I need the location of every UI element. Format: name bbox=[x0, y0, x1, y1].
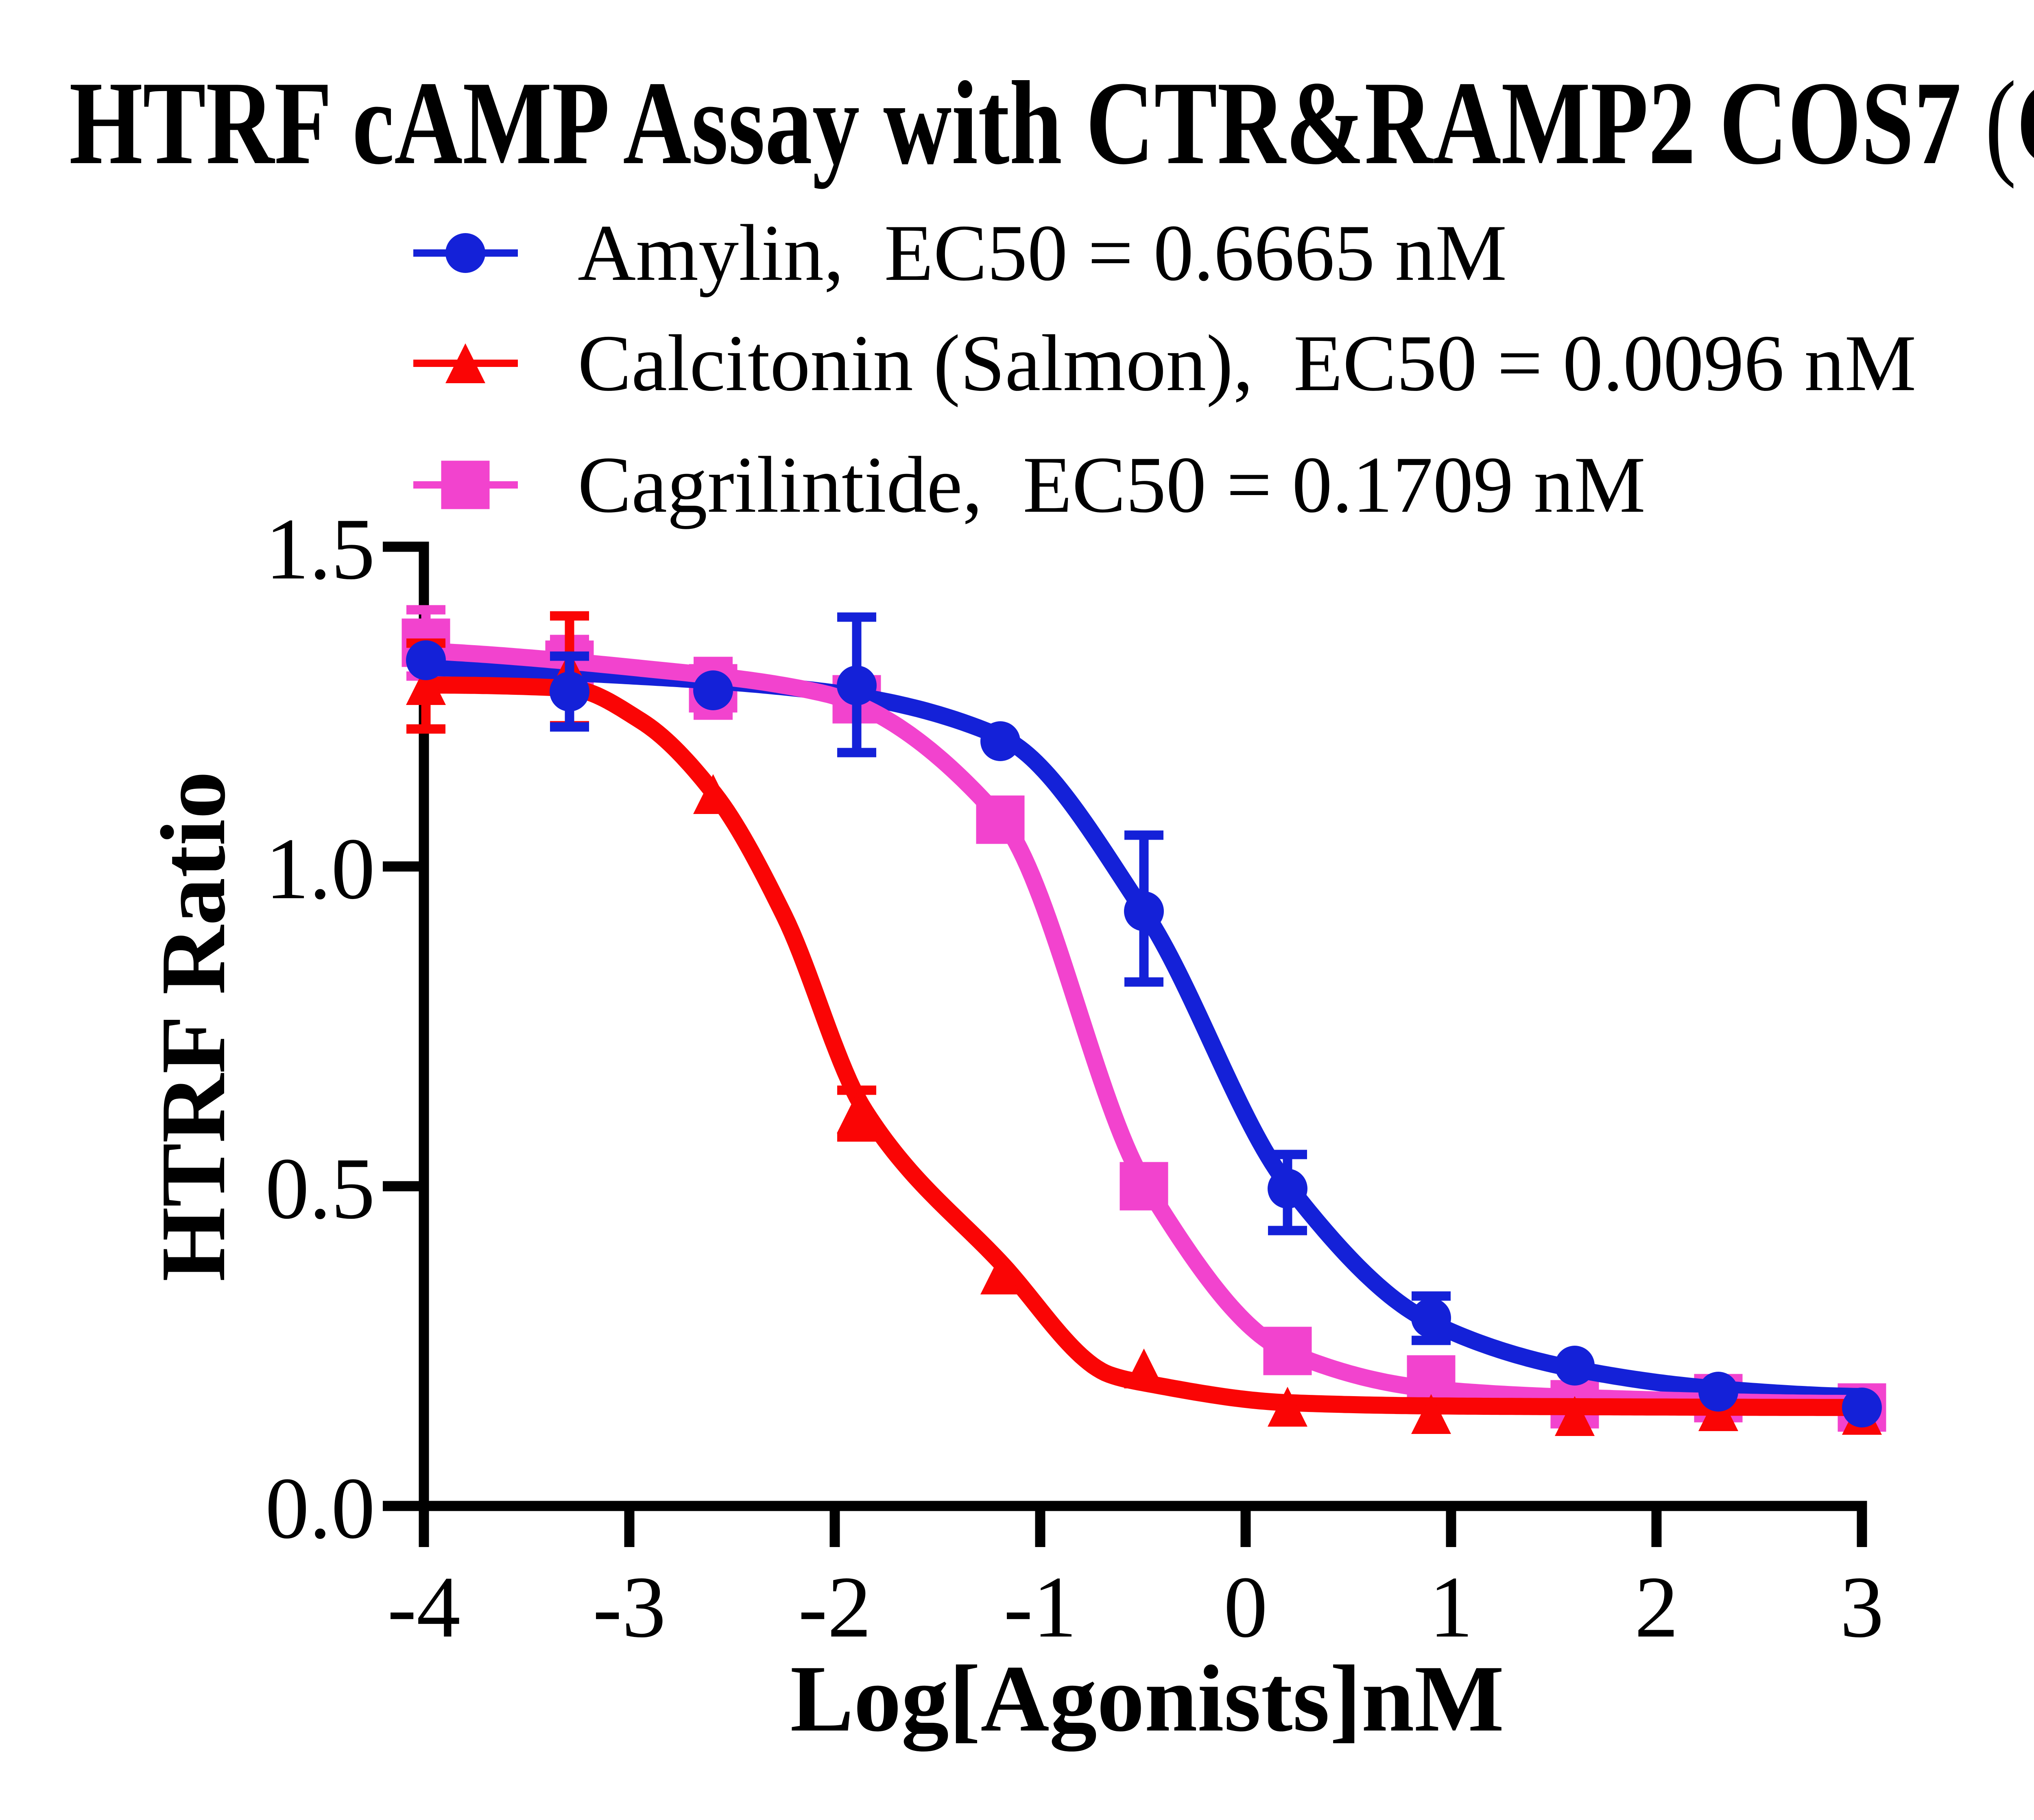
svg-text:-4: -4 bbox=[387, 1558, 460, 1656]
svg-text:0.5: 0.5 bbox=[265, 1140, 375, 1237]
svg-text:HTRF cAMP Assay with CTR&RAMP2: HTRF cAMP Assay with CTR&RAMP2 COS7 (C42… bbox=[69, 57, 2034, 189]
svg-text:Calcitonin (Salmon), EC50 = 0: Calcitonin (Salmon), EC50 = 0.0096 nM bbox=[578, 319, 1916, 408]
svg-text:0.0: 0.0 bbox=[265, 1460, 375, 1557]
svg-text:Log[Agonists]nM: Log[Agonists]nM bbox=[790, 1645, 1504, 1752]
svg-text:HTRF Ratio: HTRF Ratio bbox=[142, 771, 244, 1282]
svg-text:1.0: 1.0 bbox=[265, 820, 375, 917]
svg-text:1: 1 bbox=[1429, 1558, 1473, 1656]
svg-text:Cagrilintide, EC50 = 0.1709 n: Cagrilintide, EC50 = 0.1709 nM bbox=[578, 440, 1646, 529]
svg-text:-1: -1 bbox=[1004, 1558, 1077, 1656]
svg-text:3: 3 bbox=[1840, 1558, 1884, 1656]
svg-text:1.5: 1.5 bbox=[265, 500, 375, 598]
svg-text:2: 2 bbox=[1635, 1558, 1678, 1656]
svg-text:-2: -2 bbox=[798, 1558, 871, 1656]
svg-text:0: 0 bbox=[1224, 1558, 1268, 1656]
svg-text:-3: -3 bbox=[593, 1558, 666, 1656]
svg-text:Amylin, EC50 = 0.6665 nM: Amylin, EC50 = 0.6665 nM bbox=[578, 208, 1507, 297]
